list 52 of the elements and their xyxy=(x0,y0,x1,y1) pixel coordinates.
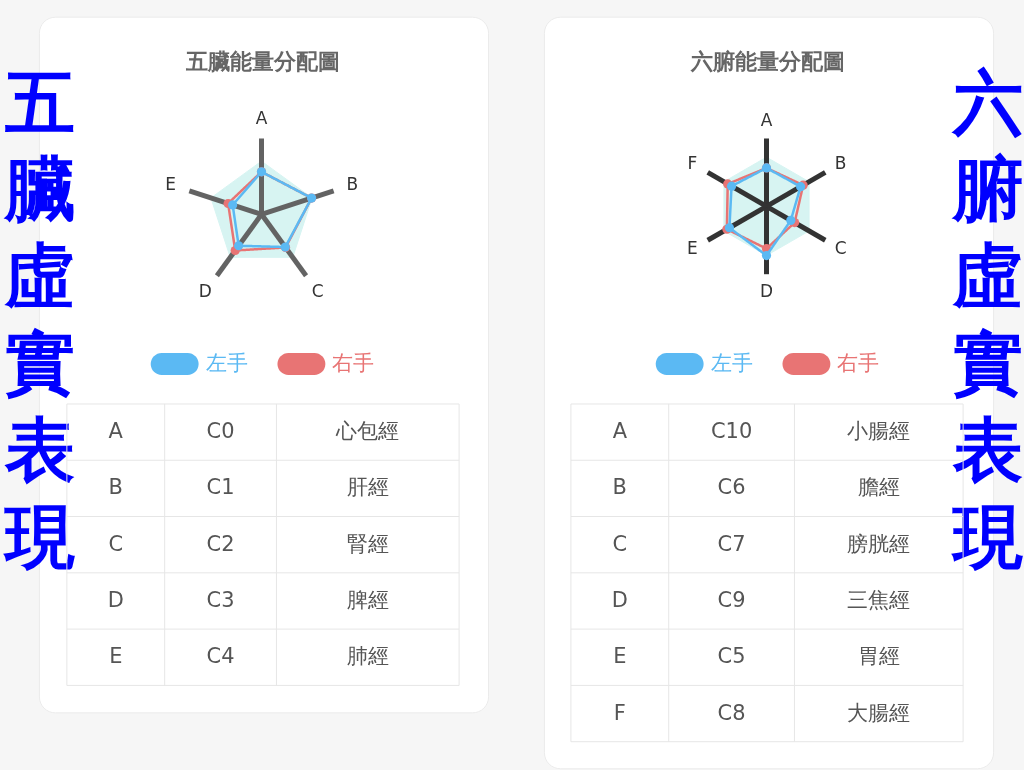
spoke-label: A xyxy=(255,107,268,128)
chart-title: 五臟能量分配圖 xyxy=(185,48,341,74)
text: D xyxy=(611,587,628,612)
spoke-label: C xyxy=(311,280,324,301)
text: F xyxy=(613,700,626,725)
legend-label: 右手 xyxy=(332,351,375,376)
legend-label: 右手 xyxy=(837,351,880,376)
text: 肺經 xyxy=(346,644,389,669)
spoke-label: E xyxy=(687,238,698,259)
text: A xyxy=(108,419,124,444)
text: 脾經 xyxy=(346,587,389,612)
text: 五臟虛實表現 xyxy=(2,61,75,577)
text: C1 xyxy=(206,475,235,500)
text: D xyxy=(107,587,124,612)
text: C7 xyxy=(717,531,746,556)
text: 膽經 xyxy=(857,475,900,500)
spoke-label: D xyxy=(759,280,774,301)
text: C6 xyxy=(717,475,746,500)
spoke-label: B xyxy=(346,173,359,194)
text: C2 xyxy=(206,531,235,556)
text: 腎經 xyxy=(346,531,389,556)
text: 膀胱經 xyxy=(847,531,911,556)
text: C4 xyxy=(206,644,235,669)
spoke-label: B xyxy=(834,152,847,173)
legend-label: 左手 xyxy=(710,351,753,376)
text: B xyxy=(612,475,627,500)
text: C xyxy=(612,531,628,556)
text: 三焦經 xyxy=(847,587,911,612)
text: C3 xyxy=(206,587,235,612)
text: 心包經 xyxy=(335,419,400,444)
spoke-label: A xyxy=(760,109,773,130)
text: A xyxy=(612,419,628,444)
text: 六腑虛實表現 xyxy=(951,61,1024,577)
text: C5 xyxy=(717,644,746,669)
text: C9 xyxy=(717,587,746,612)
text: E xyxy=(109,644,123,669)
legend-label: 左手 xyxy=(205,351,248,376)
text: E xyxy=(613,644,627,669)
text: B xyxy=(108,475,123,500)
text: 肝經 xyxy=(346,475,389,500)
spoke-label: C xyxy=(834,238,847,259)
text: 胃經 xyxy=(857,644,900,669)
chart-title: 六腑能量分配圖 xyxy=(690,48,846,74)
text: C8 xyxy=(717,700,746,725)
spoke-label: D xyxy=(198,280,212,301)
spoke-label: F xyxy=(687,152,698,173)
spoke-label: E xyxy=(165,173,176,194)
text: 小腸經 xyxy=(847,419,911,444)
text: C xyxy=(108,531,124,556)
text: 大腸經 xyxy=(847,700,911,725)
text: C10 xyxy=(710,419,753,444)
text: C0 xyxy=(206,419,235,444)
